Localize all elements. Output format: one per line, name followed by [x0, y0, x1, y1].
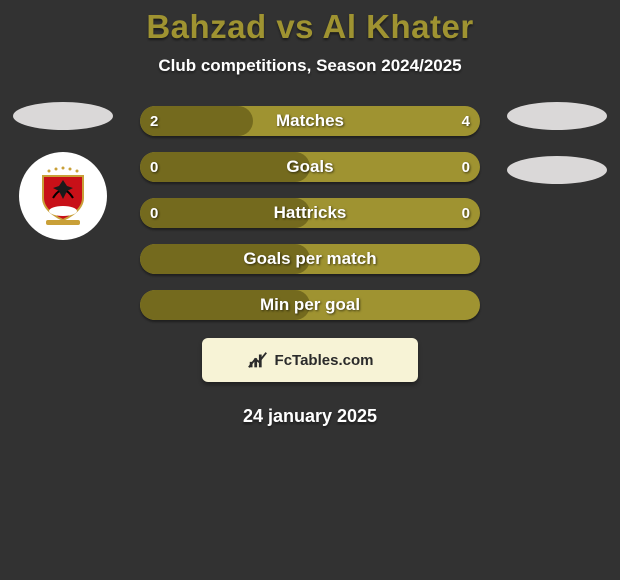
bar-chart-icon [247, 349, 269, 371]
stat-bar-label: Min per goal [140, 290, 480, 320]
page-title: Bahzad vs Al Khater [0, 0, 620, 46]
right-club-placeholder [507, 156, 607, 184]
attribution-badge: FcTables.com [202, 338, 418, 382]
stat-bar-right-value: 4 [452, 106, 480, 136]
stat-bar-left-value: 0 [140, 152, 168, 182]
comparison-arena: Matches24Goals00Hattricks00Goals per mat… [0, 106, 620, 320]
right-player-placeholder [507, 102, 607, 130]
stat-bar-left-value: 2 [140, 106, 168, 136]
stat-bar-label: Hattricks [140, 198, 480, 228]
left-player-placeholder [13, 102, 113, 130]
stat-bars: Matches24Goals00Hattricks00Goals per mat… [140, 106, 480, 320]
attribution-text: FcTables.com [275, 352, 374, 369]
stat-bar-row: Goals per match [140, 244, 480, 274]
stat-bar-label: Matches [140, 106, 480, 136]
left-player-column [8, 102, 118, 240]
stat-bar-label: Goals [140, 152, 480, 182]
stat-bar-row: Matches2 4 [140, 106, 480, 136]
al-ahly-badge-icon [31, 164, 95, 228]
stat-bar-row: Hattricks0 0 [140, 198, 480, 228]
stat-bar-label: Goals per match [140, 244, 480, 274]
comparison-infographic: Bahzad vs Al Khater Club competitions, S… [0, 0, 620, 580]
stat-bar-right-value: 0 [452, 198, 480, 228]
stat-bar-row: Goals0 0 [140, 152, 480, 182]
stat-bar-row: Min per goal [140, 290, 480, 320]
right-player-column [502, 102, 612, 184]
stat-bar-left-value: 0 [140, 198, 168, 228]
date-label: 24 january 2025 [0, 406, 620, 427]
stat-bar-right-value: 0 [452, 152, 480, 182]
subtitle: Club competitions, Season 2024/2025 [0, 56, 620, 76]
left-club-badge [19, 152, 107, 240]
